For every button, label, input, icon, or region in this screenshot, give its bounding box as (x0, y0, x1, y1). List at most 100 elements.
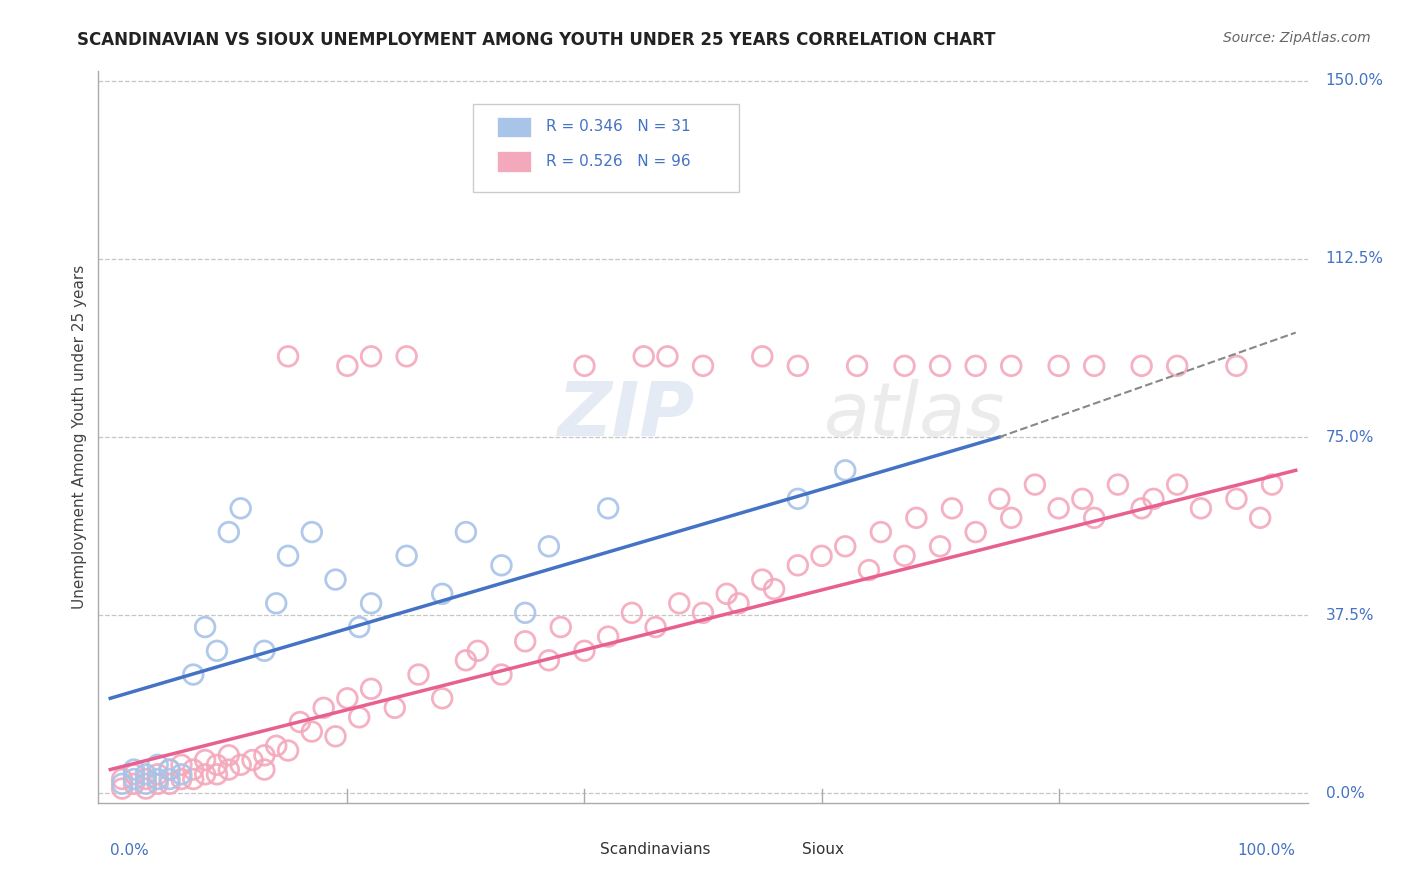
Point (515, 606, 537, 620)
Point (491, 558, 513, 573)
Point (751, 573, 773, 587)
Point (893, 359, 915, 373)
Point (869, 524, 891, 539)
Text: Scandinavians: Scandinavians (600, 842, 710, 857)
FancyBboxPatch shape (498, 151, 531, 171)
Point (111, 781, 134, 796)
Point (893, 549, 915, 563)
Point (159, 763, 181, 777)
Point (929, 539, 952, 553)
Point (644, 620, 666, 634)
Point (633, 349, 655, 363)
Point (135, 767, 157, 781)
Text: ZIP: ZIP (558, 378, 695, 451)
Text: 75.0%: 75.0% (1326, 430, 1374, 444)
Point (194, 620, 217, 634)
Point (574, 359, 596, 373)
Point (360, 596, 382, 610)
Text: Source: ZipAtlas.com: Source: ZipAtlas.com (1223, 31, 1371, 45)
Point (218, 763, 240, 777)
Text: 37.5%: 37.5% (1326, 607, 1374, 623)
Point (834, 463, 856, 477)
Point (395, 549, 418, 563)
Point (1047, 359, 1070, 373)
Point (1166, 359, 1188, 373)
Point (122, 767, 145, 781)
Point (1166, 477, 1188, 491)
Point (159, 763, 181, 777)
Point (692, 359, 714, 373)
Point (846, 359, 869, 373)
Point (205, 644, 228, 658)
Point (1142, 491, 1164, 506)
Point (360, 681, 382, 696)
Point (336, 691, 359, 706)
Point (432, 587, 454, 601)
Point (146, 757, 169, 772)
Point (181, 667, 204, 681)
Point (170, 767, 193, 781)
FancyBboxPatch shape (769, 846, 796, 862)
Point (727, 596, 749, 610)
Point (135, 781, 157, 796)
Point (253, 763, 276, 777)
Point (135, 777, 157, 791)
Point (692, 606, 714, 620)
Point (810, 549, 832, 563)
Point (301, 724, 323, 739)
Point (170, 757, 193, 772)
Point (122, 777, 145, 791)
Text: R = 0.526   N = 96: R = 0.526 N = 96 (546, 153, 690, 169)
Point (550, 620, 572, 634)
Point (395, 349, 418, 363)
Point (122, 772, 145, 786)
Text: 112.5%: 112.5% (1326, 252, 1384, 267)
Point (135, 772, 157, 786)
Point (1083, 511, 1105, 525)
Point (965, 524, 987, 539)
FancyBboxPatch shape (569, 846, 596, 862)
Point (253, 644, 276, 658)
Point (194, 753, 217, 767)
Point (1024, 477, 1046, 491)
Point (965, 359, 987, 373)
Point (988, 491, 1011, 506)
Point (763, 582, 786, 596)
Point (515, 634, 537, 648)
Point (1189, 501, 1212, 516)
Point (301, 524, 323, 539)
Point (194, 767, 217, 781)
Point (181, 763, 204, 777)
Y-axis label: Unemployment Among Youth under 25 years: Unemployment Among Youth under 25 years (72, 265, 87, 609)
Point (205, 757, 228, 772)
Point (122, 763, 145, 777)
Point (288, 714, 311, 729)
Point (277, 743, 299, 757)
Point (325, 729, 347, 743)
FancyBboxPatch shape (498, 117, 531, 137)
FancyBboxPatch shape (474, 104, 740, 192)
Point (454, 524, 477, 539)
Point (347, 620, 370, 634)
Point (1249, 511, 1271, 525)
Point (716, 587, 738, 601)
Point (336, 359, 359, 373)
Point (1225, 359, 1247, 373)
Point (111, 772, 134, 786)
Point (1000, 511, 1022, 525)
Point (360, 349, 382, 363)
Point (574, 644, 596, 658)
Point (159, 777, 181, 791)
Point (1047, 501, 1070, 516)
Point (384, 701, 406, 715)
Point (786, 491, 808, 506)
Point (229, 501, 252, 516)
Point (786, 359, 808, 373)
Text: 0.0%: 0.0% (1326, 786, 1364, 801)
Point (929, 359, 952, 373)
Point (205, 767, 228, 781)
Point (1225, 491, 1247, 506)
Point (170, 772, 193, 786)
Point (834, 539, 856, 553)
Point (1071, 491, 1094, 506)
